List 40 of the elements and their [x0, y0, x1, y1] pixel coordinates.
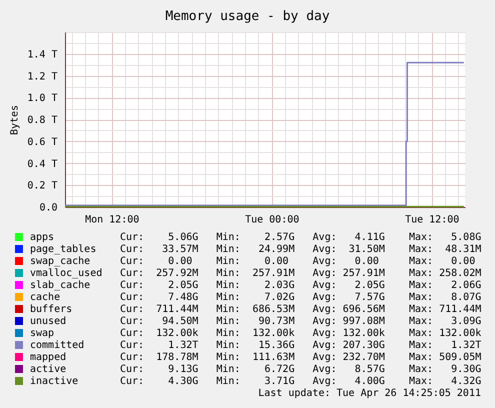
text: Cur: 178.78M Min: 111.63M Avg: 232.70M Max: 509.05M — [120, 352, 482, 363]
legend-label: buffers — [30, 304, 72, 315]
text: Cur: 5.06G Min: 2.57G Avg: 4.11G Max: 5.08G — [120, 232, 482, 243]
x-tick-label: Tue 12:00 — [405, 214, 460, 226]
y-tick-label: 0.4 T — [27, 158, 58, 170]
text: Cur: 711.44M Min: 686.53M Avg: 696.56M Max: 711.44M — [120, 304, 482, 315]
y-tick-label: 1.2 T — [27, 71, 58, 82]
legend-label: slab_cache — [30, 280, 90, 291]
y-tick-label: 0.2 T — [27, 180, 58, 192]
text: Cur: 132.00k Min: 132.00k Avg: 132.00k Max: 132.00k — [120, 328, 482, 339]
x-tick-label: Mon 12:00 — [85, 214, 140, 226]
text: Cur: 0.00 Min: 0.00 Avg: 0.00 Max: 0.00 — [120, 256, 476, 267]
legend-label: committed — [30, 340, 84, 351]
legend-label: cache — [30, 292, 60, 303]
legend-label: apps — [30, 232, 54, 243]
legend-label: unused — [30, 316, 66, 327]
y-tick-label: 0.0 — [39, 202, 58, 214]
text: Cur: 7.48G Min: 7.02G Avg: 7.57G Max: 8.07G — [120, 292, 482, 303]
text: Cur: 9.13G Min: 6.72G Avg: 8.57G Max: 9.30G — [120, 364, 482, 375]
text: Cur: 2.05G Min: 2.03G Avg: 2.05G Max: 2.06G — [120, 280, 482, 291]
y-tick-label: 1.0 T — [27, 93, 58, 104]
text: Cur: 94.50M Min: 90.73M Avg: 997.08M Max: 3.09G — [120, 316, 482, 327]
y-tick-label: 0.8 T — [27, 115, 58, 126]
y-tick-label: 1.4 T — [27, 49, 58, 60]
legend-label: active — [30, 364, 66, 375]
legend-label: swap — [30, 328, 54, 339]
legend-label: mapped — [30, 352, 66, 363]
legend-label: page_tables — [30, 244, 96, 255]
legend-label: vmalloc_used — [30, 268, 102, 279]
y-tick-label: 0.6 T — [27, 136, 58, 148]
legend-label: swap_cache — [30, 256, 90, 267]
text: Cur: 1.32T Min: 15.36G Avg: 207.30G Max: 1.32T — [120, 340, 482, 351]
text: Cur: 257.92M Min: 257.91M Avg: 257.91M Max: 258.02M — [120, 268, 482, 279]
chart-title: Memory usage - by day — [165, 9, 330, 24]
text: Cur: 33.57M Min: 24.99M Avg: 31.50M Max: 48.31M — [120, 244, 482, 255]
y-axis-title: Bytes — [10, 104, 20, 136]
text: Cur: 4.30G Min: 3.71G Avg: 4.00G Max: 4.32G — [120, 376, 482, 387]
text: Last update: Tue Apr 26 14:25:05 2011 — [258, 388, 481, 399]
legend-label: inactive — [30, 376, 78, 387]
x-tick-label: Tue 00:00 — [245, 214, 300, 226]
